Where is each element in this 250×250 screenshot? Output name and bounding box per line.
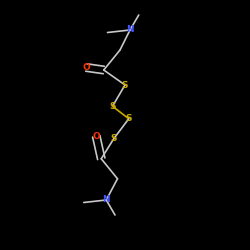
Text: S: S: [109, 102, 116, 111]
Text: S: S: [126, 114, 132, 123]
Text: O: O: [92, 132, 100, 141]
Text: N: N: [102, 196, 110, 204]
Text: O: O: [82, 63, 90, 72]
Text: S: S: [110, 134, 117, 143]
Text: N: N: [126, 26, 134, 35]
Text: S: S: [122, 80, 128, 90]
